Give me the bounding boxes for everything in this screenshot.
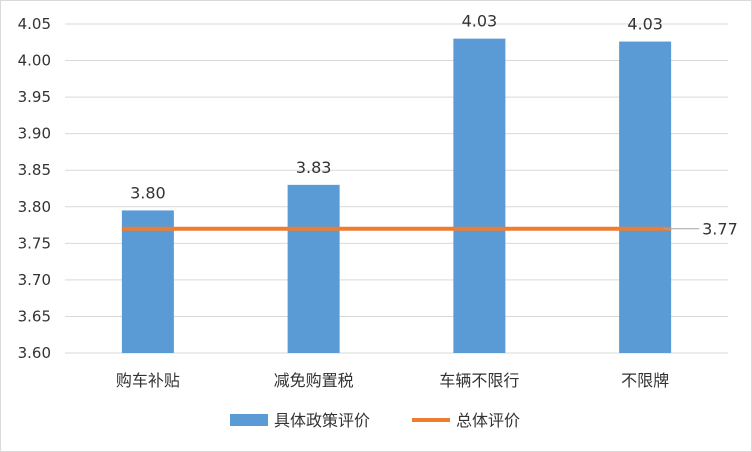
y-tick-label: 3.70 bbox=[18, 271, 51, 289]
y-tick-label: 4.00 bbox=[18, 52, 51, 70]
bar-data-label: 4.03 bbox=[627, 15, 663, 34]
y-tick-label: 3.80 bbox=[18, 198, 51, 216]
bar-data-label: 4.03 bbox=[462, 12, 498, 31]
y-tick-label: 3.95 bbox=[18, 88, 51, 106]
y-tick-label: 3.60 bbox=[18, 344, 51, 362]
bar-data-label: 3.80 bbox=[130, 183, 166, 202]
x-category-label: 购车补贴 bbox=[116, 371, 180, 390]
x-category-label: 车辆不限行 bbox=[439, 371, 519, 390]
bar bbox=[121, 210, 174, 353]
x-category-label: 减免购置税 bbox=[274, 371, 354, 390]
y-tick-label: 4.05 bbox=[18, 15, 51, 33]
bar bbox=[453, 38, 506, 353]
legend-label-bars: 具体政策评价 bbox=[274, 411, 370, 430]
bar-data-label: 3.83 bbox=[296, 158, 332, 177]
legend-swatch-bars bbox=[230, 414, 268, 426]
bar bbox=[287, 184, 340, 353]
line-end-label: 3.77 bbox=[702, 220, 738, 239]
bar bbox=[619, 41, 672, 354]
y-tick-label: 3.90 bbox=[18, 125, 51, 143]
x-category-label: 不限牌 bbox=[621, 371, 669, 390]
y-tick-label: 3.85 bbox=[18, 161, 51, 179]
y-tick-label: 3.65 bbox=[18, 307, 51, 325]
y-tick-label: 3.75 bbox=[18, 234, 51, 252]
legend-label-line: 总体评价 bbox=[456, 411, 520, 430]
